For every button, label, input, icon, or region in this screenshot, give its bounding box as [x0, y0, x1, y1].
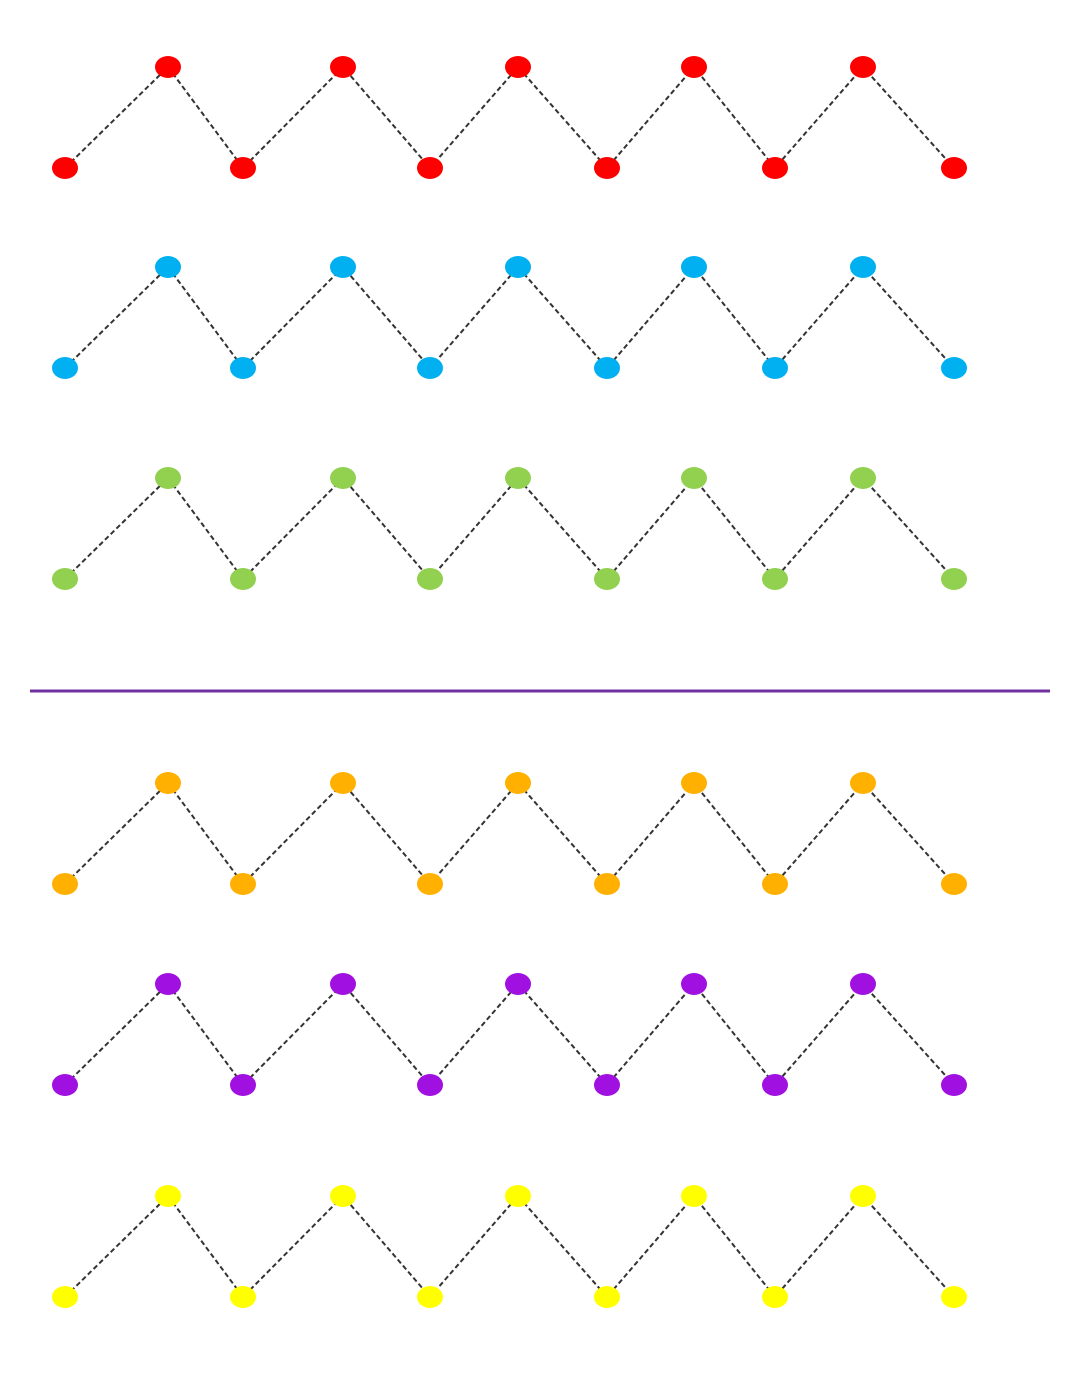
dot — [850, 772, 876, 794]
dot — [681, 973, 707, 995]
dot — [681, 56, 707, 78]
dot — [230, 1286, 256, 1308]
dot — [762, 873, 788, 895]
dot — [417, 1286, 443, 1308]
dot — [505, 467, 531, 489]
zigzag-guide — [64, 65, 955, 170]
dot — [417, 568, 443, 590]
dot — [681, 467, 707, 489]
dot — [941, 1286, 967, 1308]
dot — [155, 56, 181, 78]
dot — [762, 1074, 788, 1096]
dot — [594, 357, 620, 379]
dot — [155, 772, 181, 794]
dot — [155, 256, 181, 278]
dot — [850, 256, 876, 278]
dot — [850, 973, 876, 995]
dot — [594, 157, 620, 179]
dot — [505, 56, 531, 78]
dot — [941, 1074, 967, 1096]
dot — [330, 772, 356, 794]
dot — [52, 1286, 78, 1308]
dot — [681, 772, 707, 794]
dot — [941, 873, 967, 895]
dot — [941, 157, 967, 179]
dot — [230, 157, 256, 179]
dot — [681, 256, 707, 278]
dot — [230, 873, 256, 895]
dot — [850, 56, 876, 78]
dot — [52, 1074, 78, 1096]
dot — [941, 357, 967, 379]
dot — [330, 1185, 356, 1207]
dot — [505, 973, 531, 995]
dot — [155, 973, 181, 995]
dot — [594, 873, 620, 895]
zigzag-guide — [64, 265, 955, 370]
dot — [155, 467, 181, 489]
dot — [52, 157, 78, 179]
dot — [594, 1286, 620, 1308]
dot — [52, 873, 78, 895]
dot — [850, 467, 876, 489]
dot — [850, 1185, 876, 1207]
zigzag-guide — [64, 1194, 955, 1299]
dot — [762, 157, 788, 179]
zigzag-guide — [64, 781, 955, 886]
dot — [230, 1074, 256, 1096]
dot — [594, 568, 620, 590]
dot — [505, 772, 531, 794]
dot — [762, 1286, 788, 1308]
dot — [505, 1185, 531, 1207]
dot — [417, 1074, 443, 1096]
dot — [52, 568, 78, 590]
dot — [417, 357, 443, 379]
dot — [594, 1074, 620, 1096]
dot — [941, 568, 967, 590]
dot — [155, 1185, 181, 1207]
dot — [762, 357, 788, 379]
dot — [52, 357, 78, 379]
dot — [330, 56, 356, 78]
dot — [230, 357, 256, 379]
zigzag-guide — [64, 476, 955, 581]
dot — [762, 568, 788, 590]
dot — [505, 256, 531, 278]
dot — [330, 973, 356, 995]
dot — [330, 467, 356, 489]
dot — [681, 1185, 707, 1207]
dot — [417, 873, 443, 895]
dot — [230, 568, 256, 590]
zigzag-guide — [64, 982, 955, 1087]
dot — [417, 157, 443, 179]
dot — [330, 256, 356, 278]
